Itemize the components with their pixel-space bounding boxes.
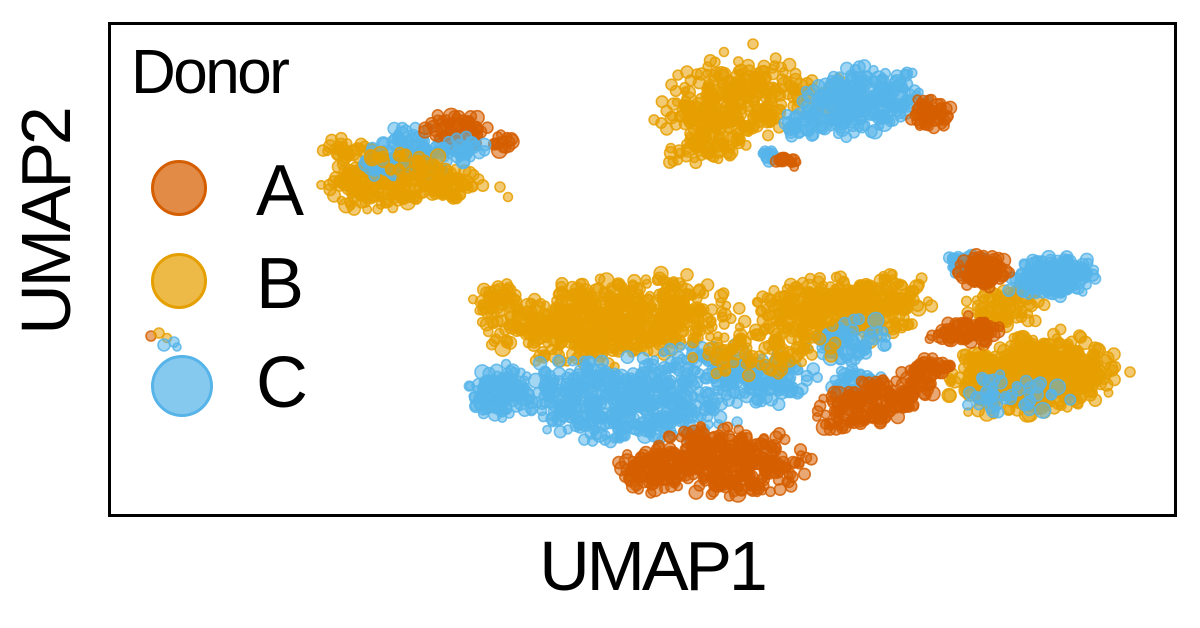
legend-title: Donor	[131, 38, 290, 107]
y-axis-label: UMAP2	[7, 109, 85, 335]
legend-label-donor-a: A	[256, 151, 304, 231]
x-axis-label: UMAP1	[539, 527, 768, 605]
legend-marker-donor-b-icon	[151, 253, 207, 309]
scatter-points	[145, 38, 1136, 503]
legend-label-donor-b: B	[256, 244, 304, 324]
legend-marker-donor-c-icon	[151, 355, 213, 417]
legend-marker-donor-a-icon	[151, 160, 207, 216]
legend-label-donor-c: C	[256, 343, 308, 423]
